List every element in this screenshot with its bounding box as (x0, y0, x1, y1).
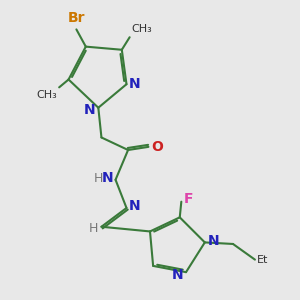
Text: N: N (84, 103, 96, 117)
Text: Br: Br (68, 11, 85, 25)
Text: N: N (101, 171, 113, 185)
Text: H: H (89, 222, 98, 235)
Text: O: O (152, 140, 164, 154)
Text: N: N (172, 268, 184, 282)
Text: N: N (129, 200, 141, 213)
Text: F: F (184, 192, 193, 206)
Text: N: N (129, 77, 141, 91)
Text: CH₃: CH₃ (37, 91, 58, 100)
Text: Et: Et (256, 255, 268, 265)
Text: CH₃: CH₃ (131, 24, 152, 34)
Text: N: N (207, 234, 219, 248)
Text: H: H (94, 172, 103, 185)
